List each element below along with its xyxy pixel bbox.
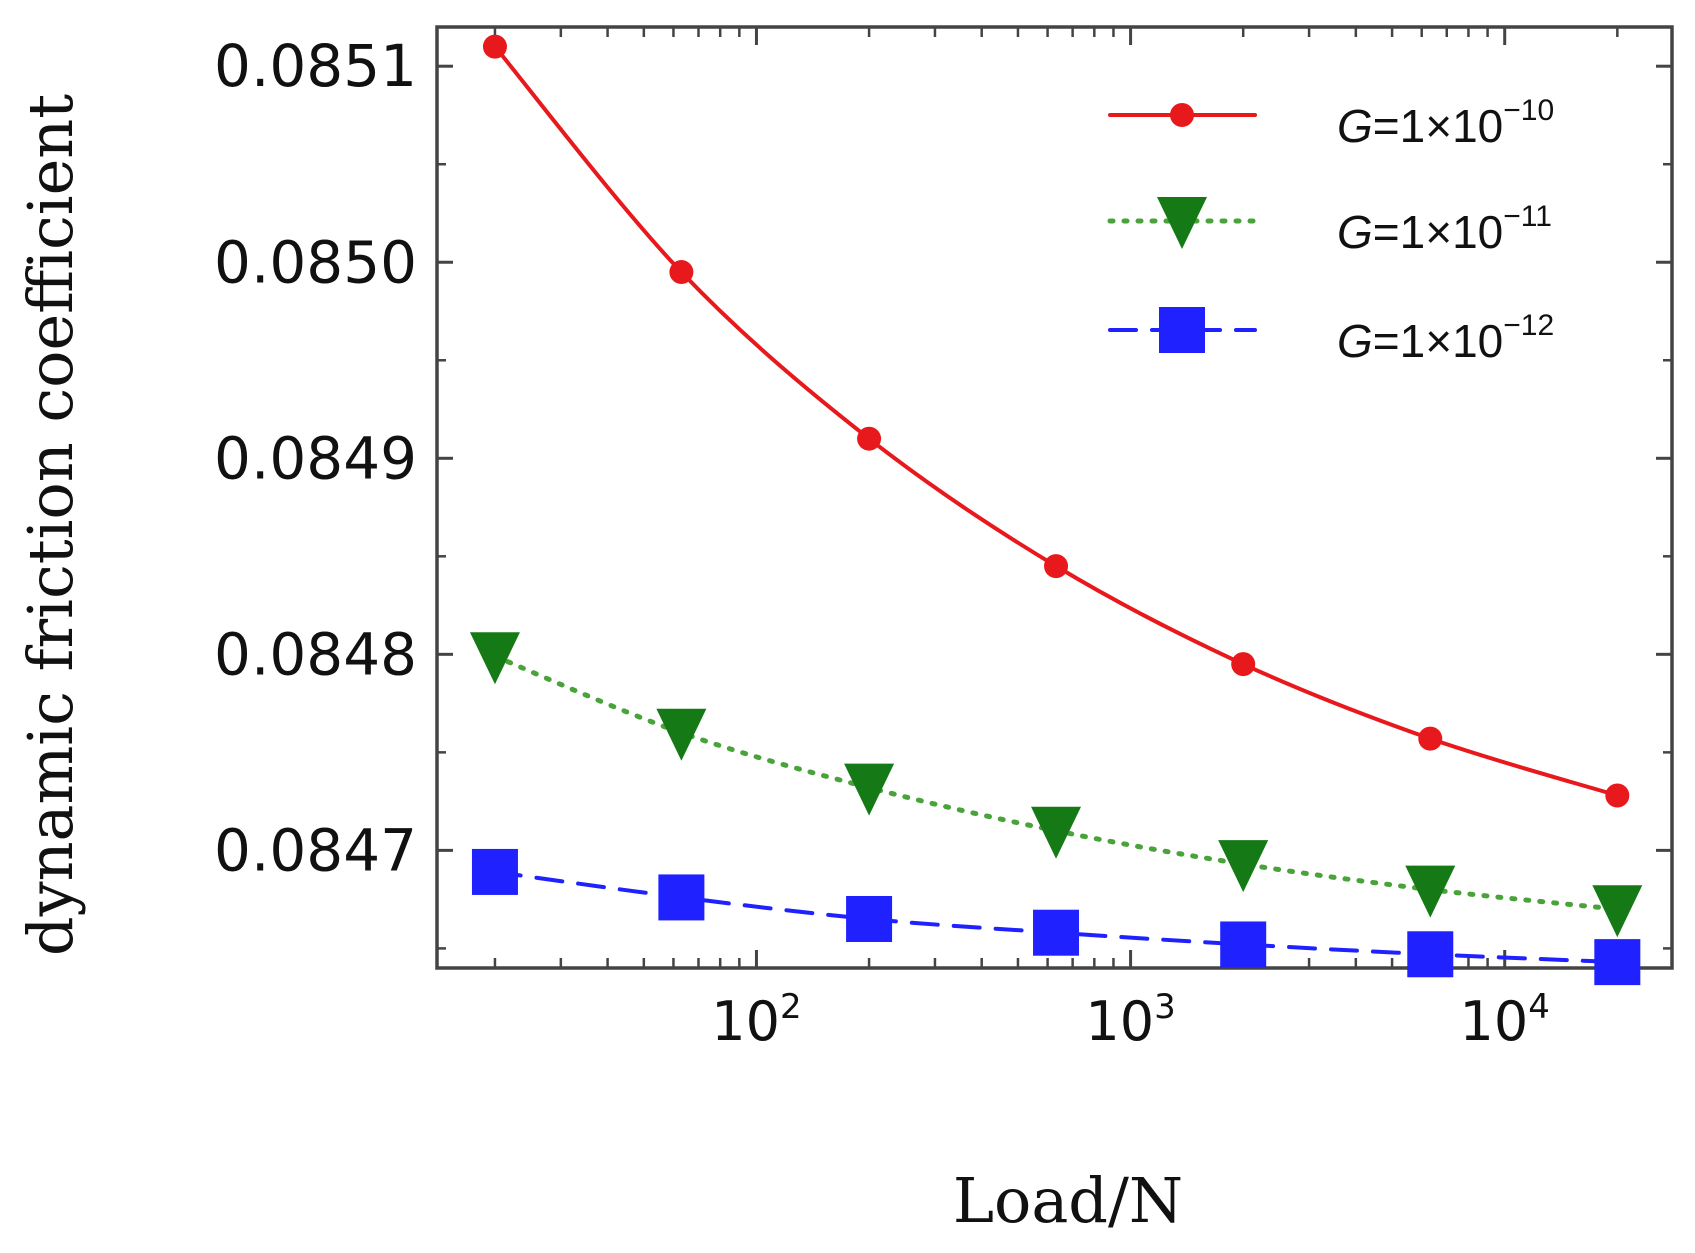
x-tick-label: 104 xyxy=(1460,987,1550,1053)
series-3 xyxy=(471,848,1641,986)
y-axis-title: dynamic friction coefficient xyxy=(14,94,87,956)
data-point-triangle xyxy=(1157,197,1207,249)
data-point-circle xyxy=(1170,103,1194,127)
data-point-square xyxy=(846,895,893,942)
x-tick-label: 102 xyxy=(711,987,801,1053)
data-point-square xyxy=(471,848,518,895)
plot-frame-border xyxy=(435,25,1674,970)
data-point-circle xyxy=(1605,783,1630,808)
legend-label: G=1×10−11 xyxy=(1337,200,1552,258)
data-point-square xyxy=(1407,931,1454,978)
y-tick-label: 0.0851 xyxy=(214,32,417,100)
legend: G=1×10−10 G=1×10−11 G=1×10−12 xyxy=(1107,94,1554,367)
data-point-square xyxy=(1033,909,1080,956)
data-point-circle xyxy=(1044,554,1069,579)
series-1 xyxy=(482,34,1630,808)
data-point-triangle xyxy=(469,632,520,685)
data-point-square xyxy=(1594,939,1641,986)
legend-label: G=1×10−12 xyxy=(1337,309,1554,367)
legend-label: G=1×10−10 xyxy=(1337,94,1554,152)
plot-frame xyxy=(435,25,1674,970)
y-axis-ticks: 0.0847 0.0848 0.0849 0.0850 0.0851 xyxy=(214,32,1672,950)
data-point-triangle xyxy=(1405,865,1456,918)
data-point-triangle xyxy=(656,708,707,761)
data-point-square xyxy=(1159,307,1205,353)
data-point-triangle xyxy=(844,763,895,816)
legend-entry-3: G=1×10−12 xyxy=(1108,307,1554,367)
data-point-circle xyxy=(1418,726,1443,751)
series-line xyxy=(492,44,1620,798)
data-point-triangle xyxy=(1592,885,1643,938)
data-point-square xyxy=(1220,921,1267,968)
y-tick-label: 0.0849 xyxy=(214,424,417,492)
data-point-circle xyxy=(482,34,507,59)
data-point-circle xyxy=(857,426,882,451)
data-point-square xyxy=(658,874,705,921)
y-tick-label: 0.0848 xyxy=(214,620,417,688)
data-point-circle xyxy=(1231,652,1256,677)
x-tick-label: 103 xyxy=(1085,987,1175,1053)
data-point-triangle xyxy=(1218,840,1269,893)
x-axis-title: Load/N xyxy=(953,1164,1183,1237)
legend-entry-2: G=1×10−11 xyxy=(1107,197,1552,258)
data-point-circle xyxy=(669,260,694,285)
series-2 xyxy=(469,632,1643,938)
x-axis-ticks: 102 103 104 xyxy=(493,27,1619,1053)
data-point-triangle xyxy=(1031,806,1082,859)
y-tick-label: 0.0850 xyxy=(214,228,417,296)
y-tick-label: 0.0847 xyxy=(214,816,417,884)
legend-entry-1: G=1×10−10 xyxy=(1108,94,1554,152)
series-layer xyxy=(469,34,1643,986)
